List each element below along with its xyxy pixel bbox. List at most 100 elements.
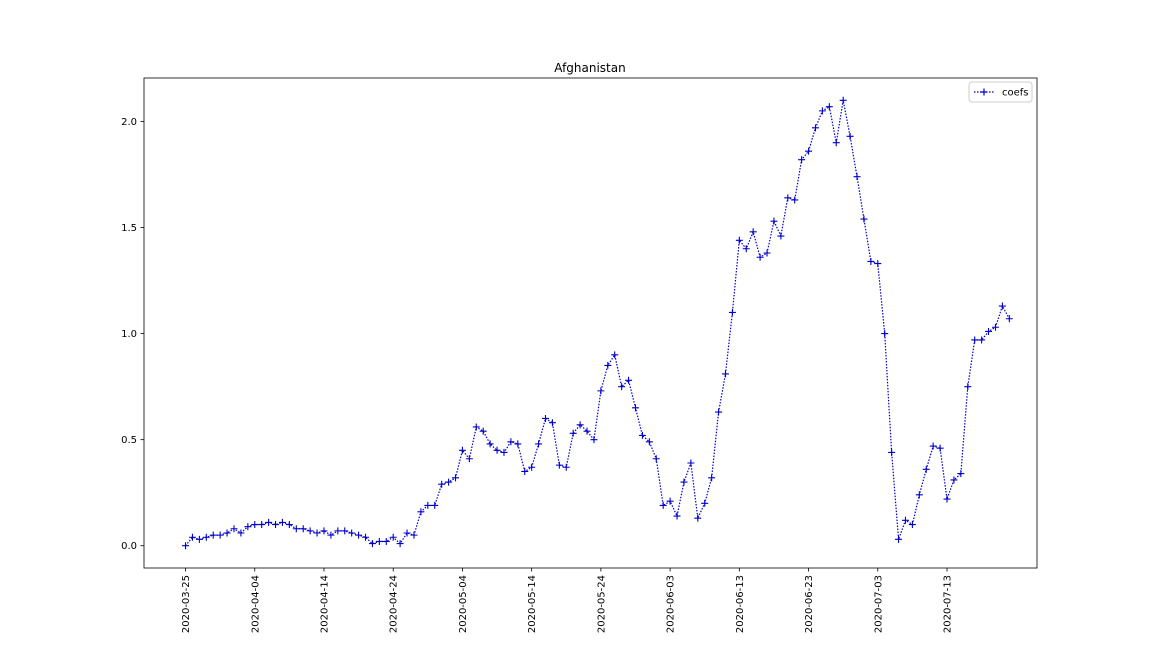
data-point <box>770 217 778 225</box>
legend-marker-plus-icon <box>980 88 988 96</box>
data-point <box>991 323 999 331</box>
data-point <box>209 531 217 539</box>
data-point <box>901 516 909 524</box>
data-point <box>1005 315 1013 323</box>
data-point <box>611 351 619 359</box>
data-point <box>251 521 259 529</box>
data-point <box>915 491 923 499</box>
data-point <box>403 529 411 537</box>
data-point <box>749 228 757 236</box>
data-point <box>784 194 792 202</box>
data-point <box>548 419 556 427</box>
x-tick-label: 2020-03-25 <box>181 575 192 633</box>
data-point <box>299 525 307 533</box>
x-tick-label: 2020-05-04 <box>458 575 469 633</box>
data-point <box>514 440 522 448</box>
data-point <box>867 257 875 265</box>
data-point <box>638 431 646 439</box>
data-point <box>195 535 203 543</box>
data-point <box>978 336 986 344</box>
data-point <box>465 455 473 463</box>
x-tick-label: 2020-06-13 <box>735 575 746 633</box>
data-point <box>763 249 771 257</box>
x-tick-label: 2020-04-24 <box>389 575 400 633</box>
data-point <box>936 444 944 452</box>
data-point <box>410 531 418 539</box>
data-point <box>452 474 460 482</box>
data-point <box>341 527 349 535</box>
data-point <box>355 531 363 539</box>
data-point <box>382 537 390 545</box>
legend: coefs <box>968 81 1033 103</box>
data-point <box>645 438 653 446</box>
data-point <box>223 529 231 537</box>
data-point <box>964 383 972 391</box>
data-point <box>715 408 723 416</box>
data-point <box>438 480 446 488</box>
data-point <box>756 253 764 261</box>
data-point <box>950 476 958 484</box>
data-point <box>396 540 404 548</box>
data-point <box>881 330 889 338</box>
y-tick-label: 1.0 <box>121 329 137 340</box>
data-point <box>791 196 799 204</box>
data-point <box>735 236 743 244</box>
y-tick-label: 2.0 <box>121 117 137 128</box>
data-point <box>334 527 342 535</box>
data-point <box>597 387 605 395</box>
data-point <box>445 478 453 486</box>
x-tick-label: 2020-04-04 <box>250 575 261 633</box>
data-point <box>285 521 293 529</box>
data-point <box>846 132 854 140</box>
data-point <box>832 139 840 147</box>
data-point <box>708 474 716 482</box>
x-tick-label: 2020-05-24 <box>596 575 607 633</box>
data-point <box>528 463 536 471</box>
data-point <box>853 173 861 181</box>
data-point <box>998 302 1006 310</box>
data-point <box>811 124 819 132</box>
data-point <box>216 531 224 539</box>
data-point <box>362 533 370 541</box>
data-point <box>777 232 785 240</box>
data-point <box>590 436 598 444</box>
data-point <box>472 423 480 431</box>
data-point <box>583 427 591 435</box>
data-point <box>348 529 356 537</box>
data-point <box>375 537 383 545</box>
plot-area-frame <box>143 77 1038 569</box>
data-point <box>673 512 681 520</box>
data-point <box>985 327 993 335</box>
data-point <box>576 421 584 429</box>
data-point <box>424 501 432 509</box>
y-tick-label: 0.0 <box>121 541 137 552</box>
data-point <box>680 478 688 486</box>
data-point <box>694 514 702 522</box>
legend-label-coefs: coefs <box>1002 88 1029 99</box>
data-point <box>313 529 321 537</box>
data-point <box>929 442 937 450</box>
data-point <box>292 525 300 533</box>
data-point <box>258 521 266 529</box>
y-tick-label: 1.5 <box>121 223 137 234</box>
y-tick-label: 0.5 <box>121 435 137 446</box>
data-point <box>431 501 439 509</box>
data-point <box>507 438 515 446</box>
x-tick-label: 2020-04-14 <box>319 575 330 633</box>
data-point <box>500 448 508 456</box>
data-point <box>182 542 190 550</box>
x-tick-label: 2020-07-03 <box>873 575 884 633</box>
data-point <box>202 533 210 541</box>
data-point <box>666 497 674 505</box>
data-point <box>237 529 245 537</box>
data-point <box>701 499 709 507</box>
data-point <box>521 467 529 475</box>
data-point <box>659 501 667 509</box>
data-point <box>922 465 930 473</box>
data-point <box>327 531 335 539</box>
x-tick-label: 2020-07-13 <box>943 575 954 633</box>
series-layer <box>182 96 1013 550</box>
data-point <box>742 245 750 253</box>
data-point <box>818 107 826 115</box>
